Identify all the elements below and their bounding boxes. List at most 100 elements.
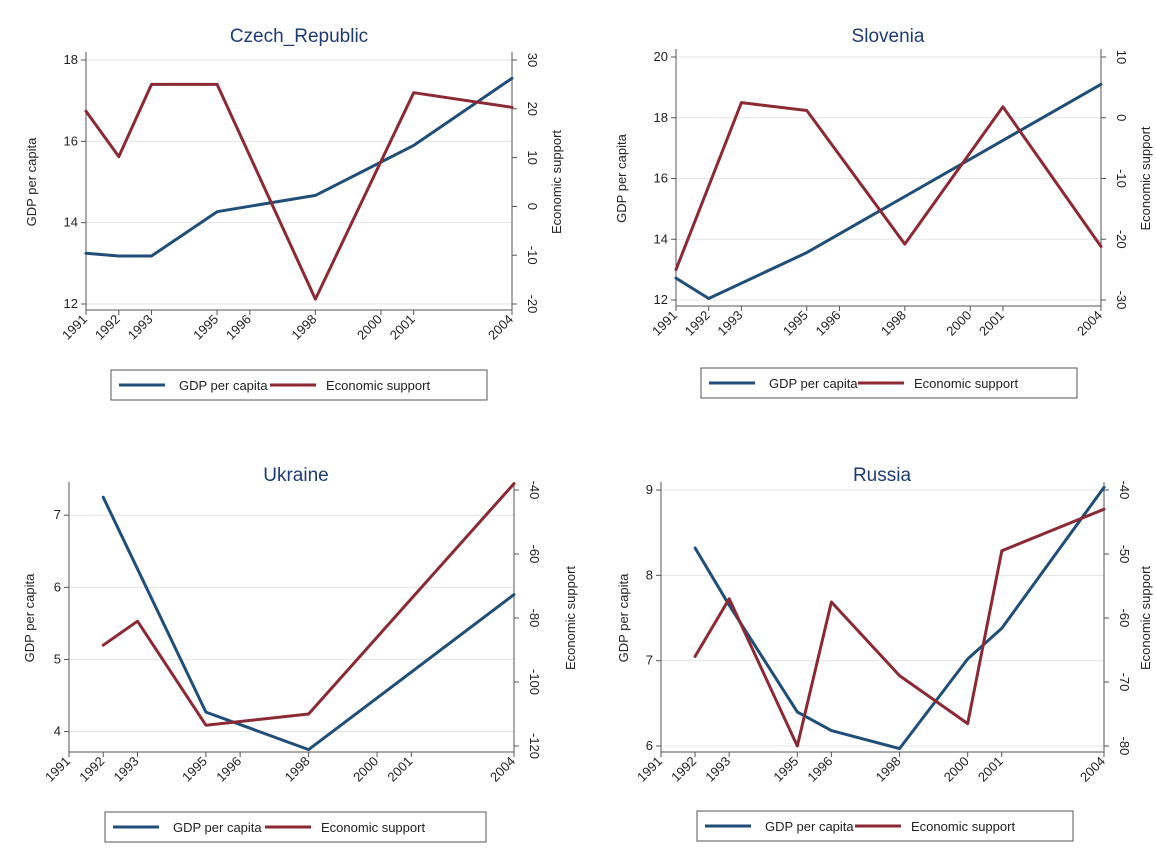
x-tick-label: 2001 [387,312,418,343]
right-tick-label: -60 [527,545,542,564]
legend-label-gdp: GDP per capita [765,819,854,834]
legend-label-gdp: GDP per capita [769,376,858,391]
x-tick-label: 1998 [288,312,319,343]
left-tick-label: 4 [54,724,61,739]
right-tick-label: -40 [1117,481,1132,500]
y-axis-label: GDP per capita [24,137,39,226]
left-tick-label: 12 [64,296,78,311]
support-series-line [693,507,1106,748]
x-tick-label: 1993 [125,312,156,343]
gdp-series-line [693,485,1106,751]
right-tick-label: -60 [1117,609,1132,628]
x-tick-label: 1992 [682,308,713,339]
x-tick-label: 1992 [92,312,123,343]
left-tick-label: 6 [646,738,653,753]
left-tick-label: 20 [654,49,668,64]
y-axis-label: GDP per capita [22,573,37,662]
left-tick-label: 12 [654,292,668,307]
right-tick-label: 0 [525,203,540,210]
right-tick-label: -80 [527,609,542,628]
x-tick-label: 2000 [350,754,381,785]
x-tick-label: 1998 [878,308,909,339]
right-tick-label: 10 [1114,50,1129,64]
right-tick-label: -40 [527,481,542,500]
gdp-series-line [84,76,514,258]
y2-axis-label: Economic support [549,130,564,234]
x-tick-label: 1995 [179,754,210,785]
x-tick-label: 1993 [111,754,142,785]
right-tick-label: 30 [525,53,540,67]
x-tick-label: 2004 [1077,754,1108,785]
y-axis-label: GDP per capita [614,133,629,222]
left-tick-label: 8 [646,567,653,582]
right-tick-label: -50 [1117,545,1132,564]
chart-title: Ukraine [263,465,328,486]
chart-title: Russia [853,465,912,486]
x-tick-label: 2001 [384,754,415,785]
left-tick-label: 14 [654,231,668,246]
right-tick-label: -30 [1114,291,1129,310]
x-tick-label: 1995 [770,754,801,785]
legend-label-support: Economic support [914,376,1018,391]
x-tick-label: 2000 [941,754,972,785]
x-tick-label: 1998 [873,754,904,785]
right-tick-label: -70 [1117,673,1132,692]
right-tick-label: -80 [1117,737,1132,756]
chart-title: Czech_Republic [230,26,368,47]
left-tick-label: 7 [646,653,653,668]
right-tick-label: 10 [525,150,540,164]
right-tick-label: -10 [1114,169,1129,188]
legend-label-gdp: GDP per capita [179,378,268,393]
x-tick-label: 1991 [634,754,665,785]
x-tick-label: 1993 [702,754,733,785]
left-tick-label: 16 [654,171,668,186]
left-tick-label: 9 [646,482,653,497]
legend-label-gdp: GDP per capita [173,820,262,835]
legend-label-support: Economic support [911,819,1015,834]
gdp-series-line [101,495,516,752]
gdp-series-line [674,82,1103,300]
x-tick-label: 1992 [76,754,107,785]
right-tick-label: -120 [527,733,542,759]
x-tick-label: 1995 [780,308,811,339]
legend-label-support: Economic support [326,378,430,393]
right-tick-label: 20 [525,102,540,116]
x-tick-label: 1995 [190,312,221,343]
support-series-line [84,82,514,301]
x-tick-label: 2004 [485,312,516,343]
left-tick-label: 18 [64,52,78,67]
right-tick-label: -100 [527,669,542,695]
right-tick-label: 0 [1114,114,1129,121]
x-tick-label: 2004 [487,754,518,785]
x-tick-label: 2000 [354,312,385,343]
left-tick-label: 14 [64,215,78,230]
left-tick-label: 18 [654,110,668,125]
x-tick-label: 1993 [714,308,745,339]
chart-panel-0: 12 14 16 18 -20 -10 0 10 20 30 1991 1992 1993 1995 199… [24,26,564,401]
x-tick-label: 1998 [282,754,313,785]
y2-axis-label: Economic support [563,566,578,670]
x-tick-label: 2001 [975,754,1006,785]
y-axis-label: GDP per capita [616,573,631,662]
legend-label-support: Economic support [321,820,425,835]
x-tick-label: 2000 [943,308,974,339]
support-series-line [101,482,516,727]
right-tick-label: -20 [1114,230,1129,249]
x-tick-label: 2004 [1074,308,1105,339]
x-tick-label: 1996 [813,308,844,339]
x-tick-label: 1996 [804,754,835,785]
x-tick-label: 1996 [213,754,244,785]
x-tick-label: 1991 [59,312,90,343]
x-tick-label: 1992 [668,754,699,785]
x-tick-label: 1991 [42,754,73,785]
x-tick-label: 1991 [649,308,680,339]
right-tick-label: -10 [525,246,540,265]
left-tick-label: 16 [64,133,78,148]
right-tick-label: -20 [525,295,540,314]
left-tick-label: 6 [54,579,61,594]
x-tick-label: 2001 [976,308,1007,339]
